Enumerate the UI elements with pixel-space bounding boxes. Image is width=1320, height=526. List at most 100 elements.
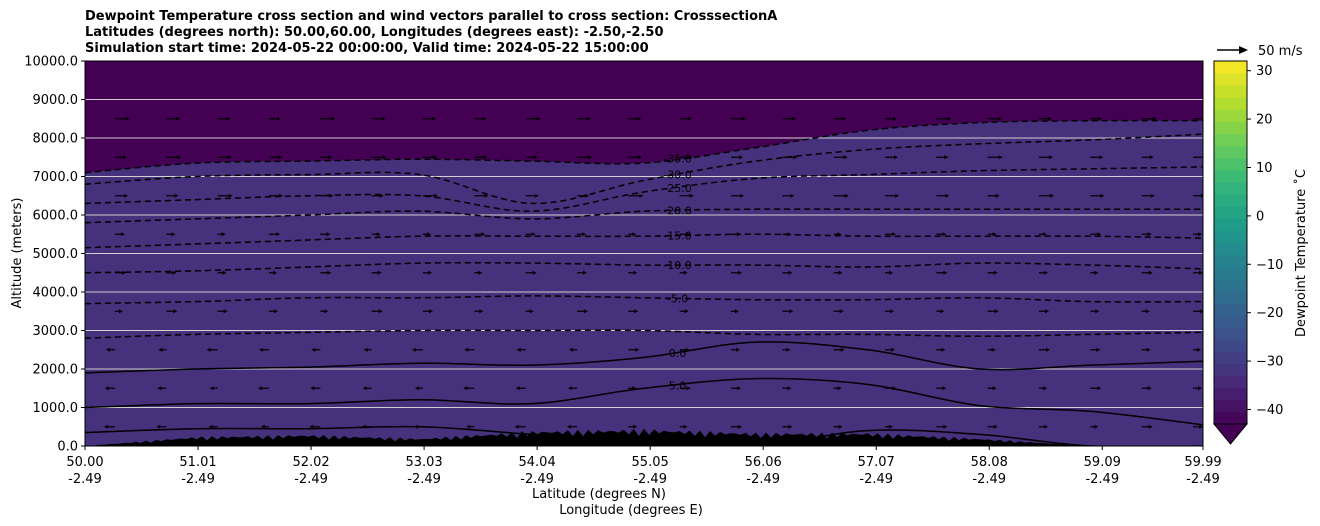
wind-vector-head [532, 270, 537, 275]
quiver-key-label: 50 m/s [1258, 44, 1303, 59]
colorbar-segment [1214, 411, 1247, 425]
colorbar-segment [1214, 399, 1247, 413]
wind-vector-head [838, 424, 843, 429]
wind-vector-head [377, 270, 382, 275]
wind-vector-head [1094, 424, 1099, 429]
wind-vector-head [1150, 193, 1155, 198]
horizontal-gridlines [85, 99, 1203, 408]
wind-vector-head [583, 270, 587, 275]
x-tick-label-lon: -2.49 [407, 472, 441, 487]
wind-vector-head [683, 424, 688, 429]
colorbar-segment [1214, 375, 1247, 389]
contour-label: -35.0 [663, 152, 691, 165]
x-tick-label-lat: 53.03 [405, 455, 442, 470]
contour-label: -20.0 [663, 205, 691, 218]
wind-vector-head [173, 309, 178, 314]
colorbar-extend-arrow [1212, 423, 1249, 445]
colorbar-segment [1214, 145, 1247, 159]
chart-title-line-3: Simulation start time: 2024-05-22 00:00:… [85, 41, 649, 56]
colorbar-tick-label: −10 [1256, 258, 1283, 273]
colorbar-segment [1214, 169, 1247, 183]
wind-vector-head [893, 116, 897, 121]
wind-vector-head [839, 309, 844, 314]
wind-vector-head [889, 270, 893, 275]
wind-vector-head [227, 155, 232, 160]
wind-vector-head [683, 270, 688, 275]
wind-vector-head [361, 424, 366, 429]
wind-vector-head [1097, 232, 1102, 237]
contour-label: -5.0 [667, 292, 688, 305]
wind-vector-head [1199, 270, 1203, 275]
wind-vector-head [1197, 347, 1201, 352]
wind-vector-head [788, 270, 793, 275]
wind-vector-head [228, 193, 233, 198]
x-tick-label-lat: 55.05 [632, 455, 669, 470]
x-tick-label-lat: 51.01 [179, 455, 216, 470]
wind-vector-head [1147, 386, 1152, 391]
colorbar-segment [1214, 121, 1247, 135]
colorbar-segment [1214, 157, 1247, 171]
x-tick-label-lat: 59.99 [1184, 455, 1221, 470]
wind-vector-head [1095, 309, 1100, 314]
wind-vector-head [122, 270, 126, 275]
wind-vector-head [327, 270, 332, 275]
y-tick-label: 7000.0 [33, 170, 79, 185]
wind-vector-head [415, 386, 419, 391]
wind-vector-head [381, 116, 386, 121]
wind-vector-head [737, 232, 741, 237]
wind-vector-head [582, 232, 586, 237]
contour-label: -15.0 [663, 230, 691, 243]
wind-vector-head [735, 309, 739, 314]
wind-vector-head [434, 193, 438, 198]
colorbar-segment [1214, 351, 1247, 364]
y-tick-label: 10000.0 [24, 55, 78, 70]
terrain-silhouette [85, 428, 1203, 446]
wind-vector-head [1100, 193, 1105, 198]
wind-vector-head [324, 309, 329, 314]
colorbar-segment [1214, 278, 1247, 292]
wind-vector-head [123, 155, 127, 160]
wind-vector-head [1097, 386, 1102, 391]
contour-line [85, 133, 1203, 205]
wind-vector-head [844, 193, 849, 198]
colorbar-segment [1214, 290, 1247, 304]
wind-vector-head [363, 347, 368, 352]
colorbar-segment [1214, 133, 1247, 147]
wind-vector-head [793, 155, 798, 160]
wind-vector-head [635, 347, 640, 352]
wind-vector-head [569, 347, 573, 352]
wind-vector-head [1048, 116, 1052, 121]
wind-vector-head [1198, 386, 1202, 391]
wind-vector-head [516, 347, 521, 352]
colorbar-segment [1214, 387, 1247, 401]
wind-vector-head [639, 193, 644, 198]
wind-vector-head [463, 386, 468, 391]
wind-vector-head [105, 386, 109, 391]
wind-vector-head [432, 116, 436, 121]
wind-vector-head [788, 424, 793, 429]
contour-label: -30.0 [663, 169, 691, 182]
chart-title-line-1: Dewpoint Temperature cross section and w… [85, 9, 778, 24]
contour-line [85, 341, 1203, 374]
wind-vector-head [1200, 309, 1203, 314]
wind-vector-head [379, 193, 384, 198]
wind-vector-head [174, 193, 179, 198]
y-tick-label: 0.0 [57, 440, 78, 455]
x-tick-label-lon: -2.49 [1186, 472, 1220, 487]
wind-vector-head [1199, 424, 1203, 429]
wind-vector-head [310, 386, 315, 391]
wind-vector-head [276, 232, 280, 237]
wind-vector-head [221, 232, 226, 237]
wind-vector-head [638, 155, 643, 160]
wind-vector-head [177, 155, 182, 160]
wind-vector-head [362, 386, 367, 391]
wind-vector-head [376, 232, 381, 237]
wind-vector-head [121, 232, 125, 237]
colorbar-tick-label: −30 [1256, 355, 1283, 370]
wind-vector-head [1098, 116, 1103, 121]
wind-vector-head [941, 347, 946, 352]
y-tick-label: 3000.0 [33, 324, 79, 339]
x-axis-label-longitude: Longitude (degrees E) [559, 503, 703, 518]
colorbar-segment [1214, 303, 1247, 316]
wind-vector-head [1044, 270, 1048, 275]
